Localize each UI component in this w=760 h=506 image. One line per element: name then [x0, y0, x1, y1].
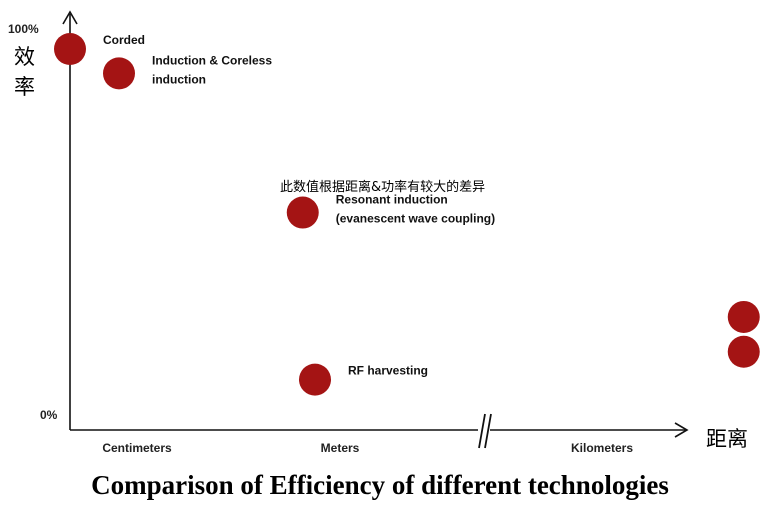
x-axis-arrow [674, 422, 689, 438]
axis-break-mark [478, 413, 492, 449]
y-tick-0: 0% [40, 408, 58, 422]
annotation-note: 此数值根据距离&功率有较大的差异 [280, 179, 485, 195]
figure-caption: Comparison of Efficiency of different te… [91, 470, 669, 500]
data-point-marker [286, 196, 319, 229]
data-point-marker [727, 300, 760, 333]
y-axis-label-line2: 率 [14, 75, 35, 99]
data-point-marker [103, 57, 135, 90]
data-point-label: Corded [103, 33, 145, 47]
x-category-centimeters: Centimeters [102, 441, 172, 455]
data-point-marker [54, 33, 86, 65]
x-category-meters: Meters [321, 441, 360, 455]
data-point-label: Resonant induction (evanescent wave coupl… [336, 193, 495, 226]
y-axis-label-line1: 效 [14, 45, 35, 69]
data-point-marker [727, 335, 760, 368]
data-point-marker [299, 363, 331, 396]
y-tick-100: 100% [8, 22, 39, 36]
data-point-label: Induction & Coreless induction [152, 53, 272, 86]
x-axis-label: 距离 [706, 427, 748, 451]
x-category-kilometers: Kilometers [571, 441, 633, 455]
axes [62, 10, 689, 449]
data-points: Corded Induction & Coreless induction Reson… [54, 33, 760, 396]
data-point-label: RF harvesting [348, 364, 428, 378]
y-axis-arrow [62, 10, 78, 25]
